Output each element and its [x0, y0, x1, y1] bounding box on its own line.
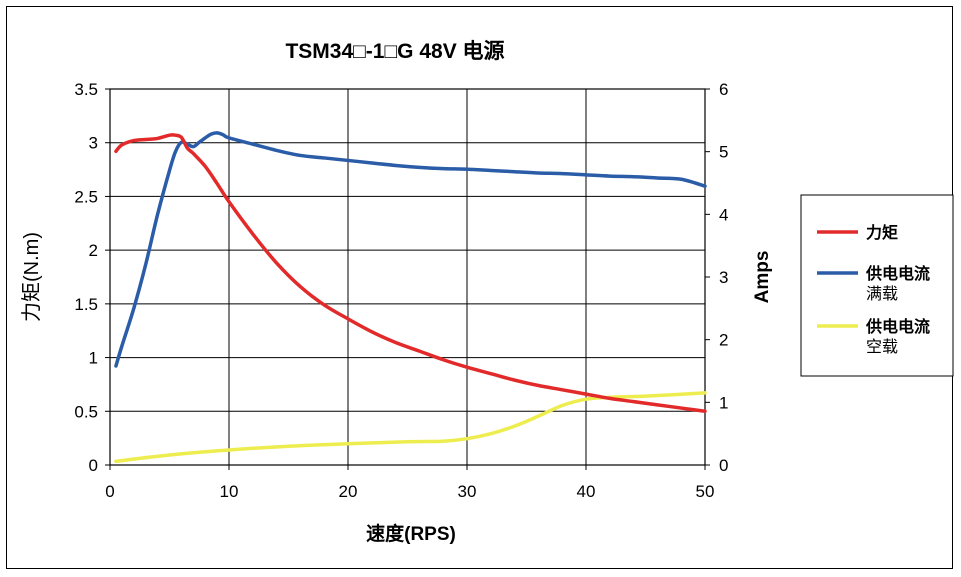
left-axis-ticks: 0 0.5 1 1.5 2 2.5 3 3.5 — [74, 80, 110, 475]
legend-label-no-load-line2: 空载 — [866, 338, 898, 356]
series-line-full-load-current — [114, 131, 707, 368]
right-tick-label: 2 — [719, 331, 728, 350]
chart-frame — [6, 6, 953, 569]
left-tick-label: 3.5 — [74, 80, 98, 99]
x-tick-label: 50 — [696, 482, 715, 501]
series-line-no-load-current — [114, 391, 707, 463]
legend-label-full-load-line2: 满载 — [866, 285, 898, 303]
legend-label-full-load-line1: 供电电流 — [865, 264, 930, 283]
y-axis-left-label: 力矩(N.m) — [20, 232, 43, 322]
right-tick-label: 0 — [719, 456, 728, 475]
chart-title: TSM34□-1□G 48V 电源 — [285, 40, 504, 63]
series-lines — [114, 131, 707, 463]
x-tick-label: 10 — [220, 482, 239, 501]
plot-area — [109, 88, 706, 466]
right-tick-label: 6 — [719, 80, 728, 99]
x-axis-ticks: 0 10 20 30 40 50 — [105, 465, 714, 501]
right-tick-label: 5 — [719, 143, 728, 162]
legend: 力矩 供电电流 满载 供电电流 空载 — [800, 194, 954, 377]
y-axis-right-label: Amps — [752, 251, 773, 304]
left-tick-label: 2.5 — [74, 187, 98, 206]
left-tick-label: 0.5 — [74, 402, 98, 421]
left-tick-label: 2 — [89, 241, 98, 260]
legend-box — [800, 194, 954, 377]
x-axis-label: 速度(RPS) — [366, 522, 456, 545]
left-tick-label: 1 — [89, 349, 98, 368]
right-tick-label: 4 — [719, 205, 728, 224]
grid-lines — [110, 89, 705, 465]
legend-label-torque: 力矩 — [866, 223, 898, 242]
x-tick-label: 40 — [577, 482, 596, 501]
x-tick-label: 30 — [458, 482, 477, 501]
right-tick-label: 3 — [719, 268, 728, 287]
legend-label-no-load-line1: 供电电流 — [865, 317, 930, 336]
right-axis-ticks: 0 1 2 3 4 5 6 — [705, 80, 728, 475]
left-tick-label: 1.5 — [74, 295, 98, 314]
left-tick-label: 3 — [89, 134, 98, 153]
left-tick-label: 0 — [89, 456, 98, 475]
right-tick-label: 1 — [719, 393, 728, 412]
x-tick-label: 20 — [339, 482, 358, 501]
series-line-torque — [114, 133, 707, 414]
x-tick-label: 0 — [105, 482, 114, 501]
